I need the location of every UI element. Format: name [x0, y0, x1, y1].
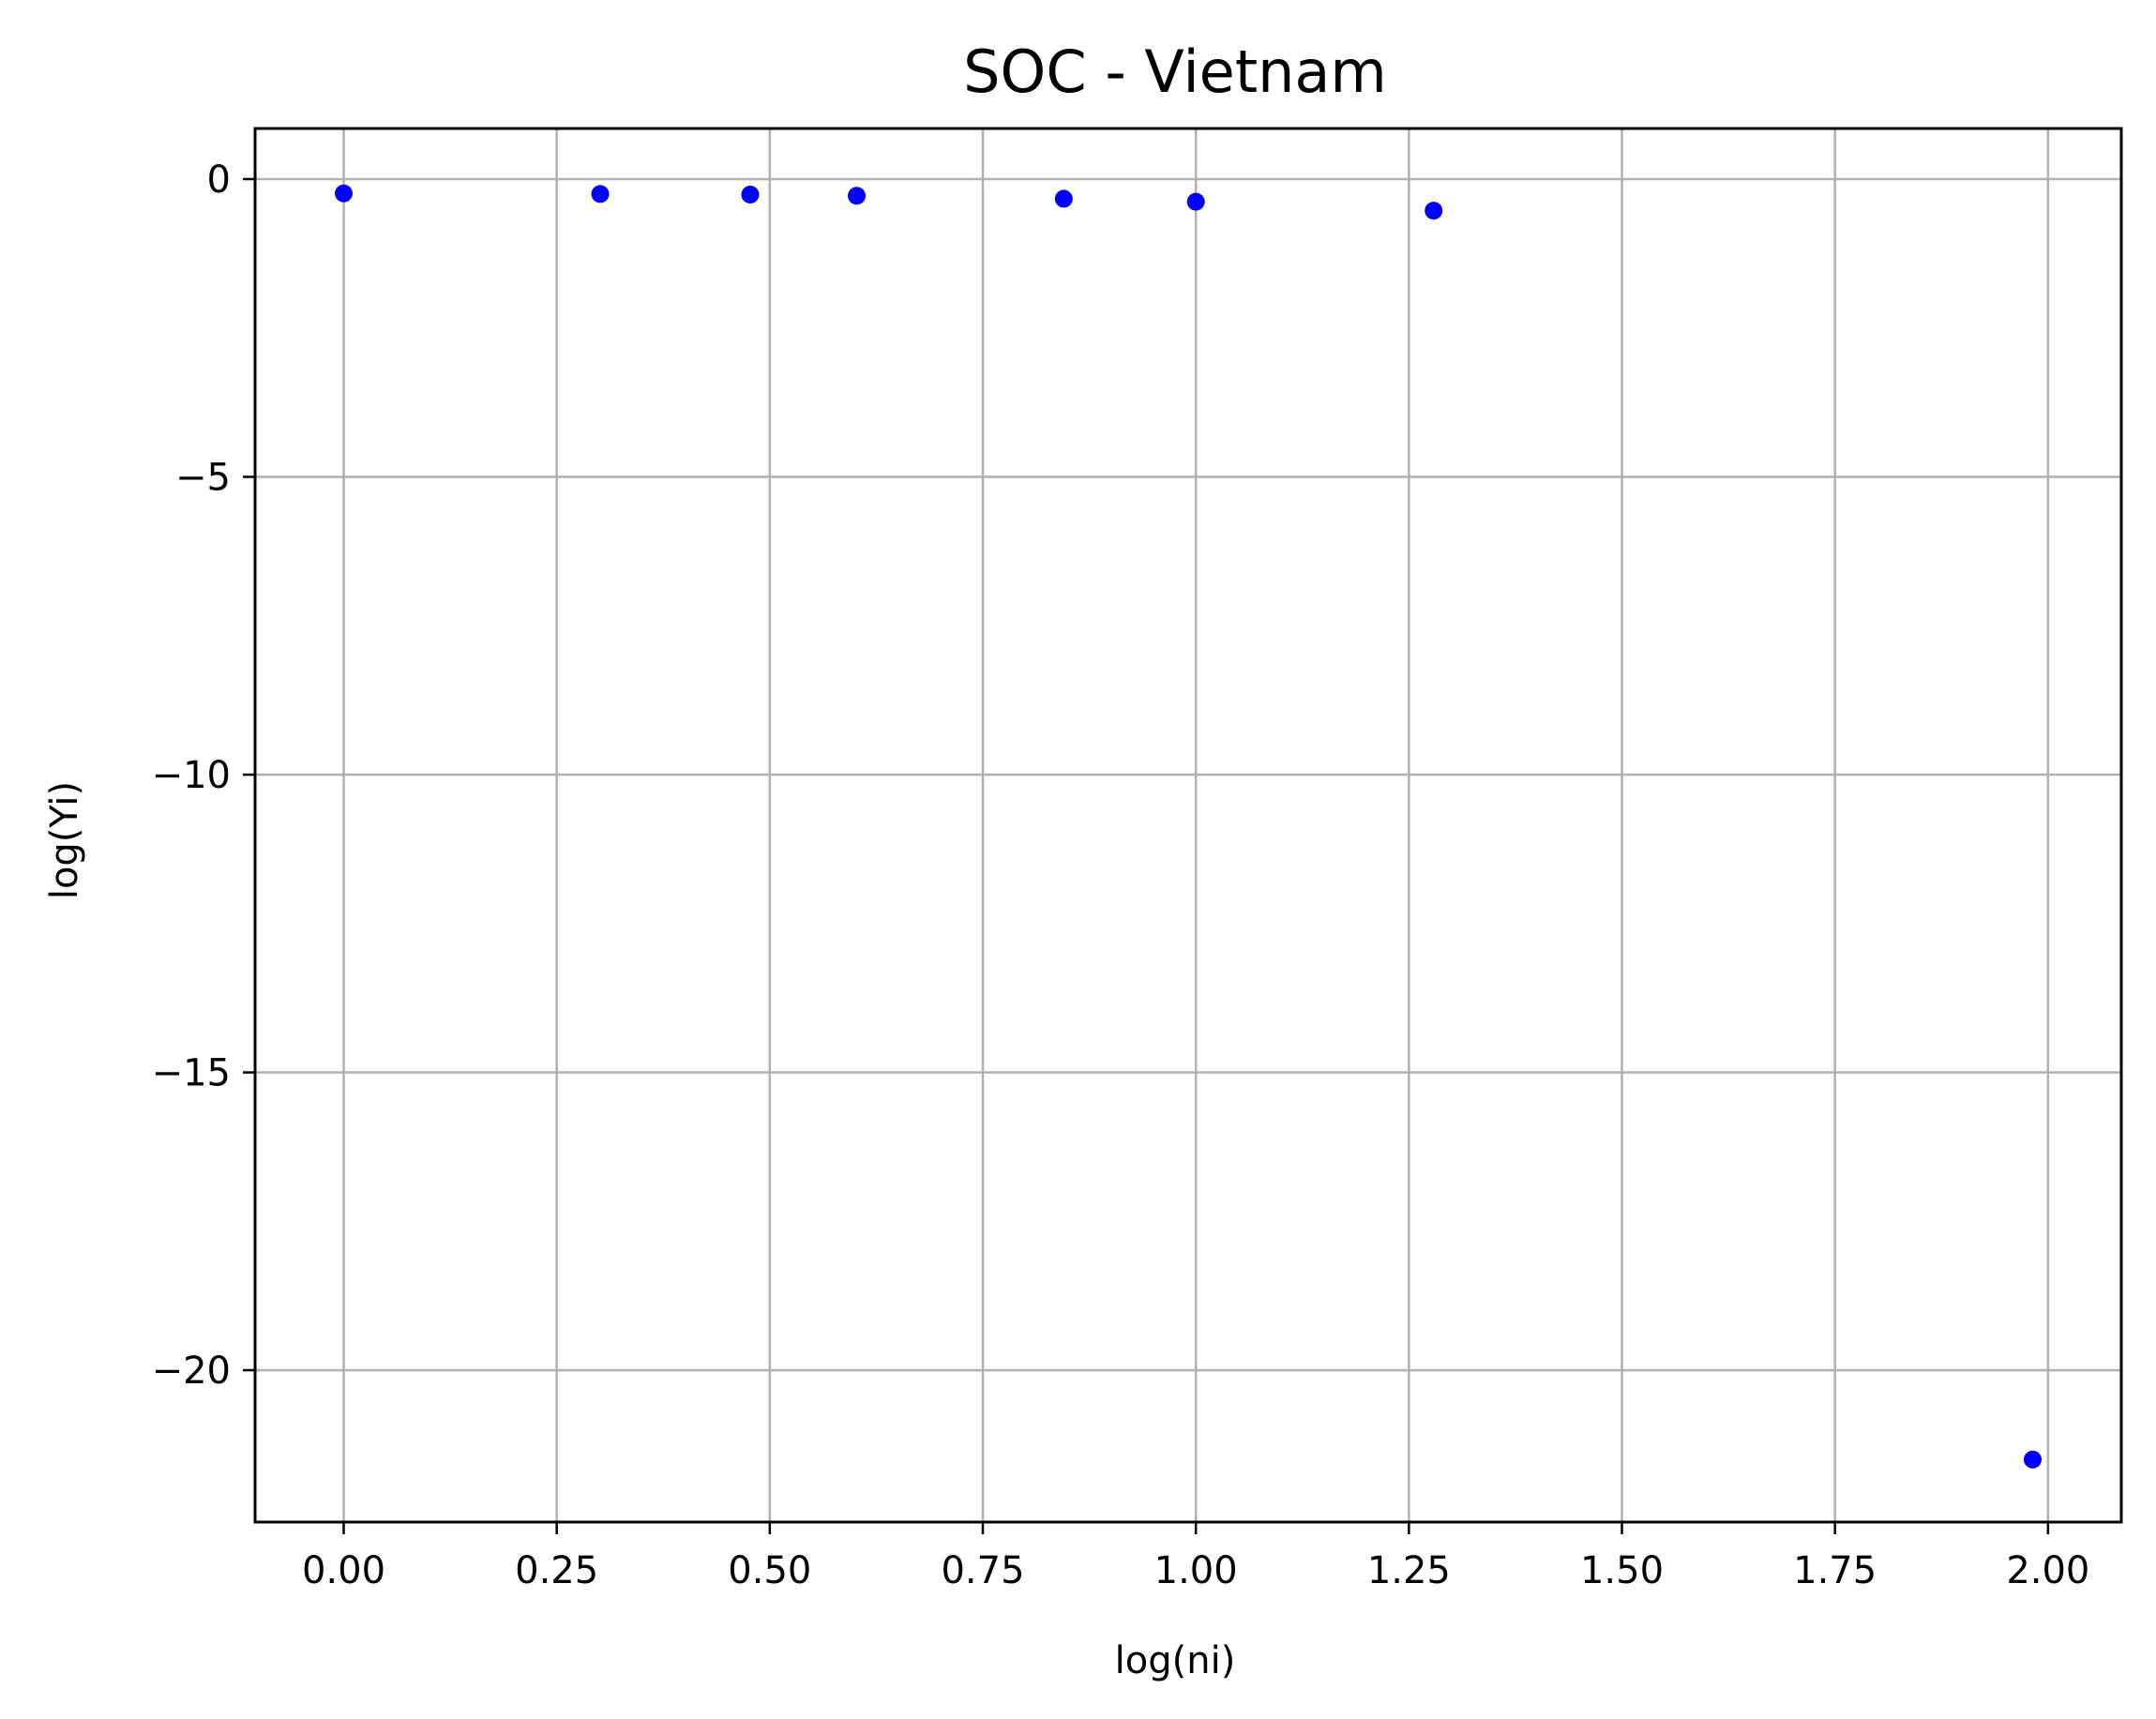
y-tick-label: −20	[152, 1350, 231, 1393]
data-point	[2023, 1450, 2042, 1469]
y-tick-label: −15	[152, 1052, 231, 1095]
x-tick-label: 1.00	[1154, 1549, 1238, 1592]
x-tick-label: 0.25	[515, 1549, 598, 1592]
x-tick-label: 0.50	[728, 1549, 811, 1592]
ticks: 0.00 0.25 0.50 0.75 1.00 1.25 1.50 1.75 2.00 0 −5 −…	[152, 158, 2090, 1592]
x-tick-label: 0.00	[302, 1549, 385, 1592]
data-point	[848, 187, 867, 205]
x-tick-label: 1.25	[1367, 1549, 1451, 1592]
data-point	[1425, 202, 1443, 220]
x-axis-label: log(ni)	[1115, 1639, 1236, 1682]
data-point	[591, 185, 610, 204]
chart-title: SOC - Vietnam	[963, 38, 1387, 106]
data-point	[335, 184, 354, 203]
y-tick-label: 0	[207, 158, 231, 202]
grid	[255, 128, 2121, 1522]
x-tick-label: 0.75	[941, 1549, 1024, 1592]
y-tick-label: −5	[175, 457, 231, 500]
y-tick-label: −10	[152, 754, 231, 797]
x-tick-label: 1.50	[1580, 1549, 1664, 1592]
x-tick-label: 2.00	[2006, 1549, 2089, 1592]
data-point	[1054, 189, 1073, 208]
data-points	[335, 184, 2042, 1469]
data-point	[1186, 192, 1205, 211]
data-point	[741, 185, 760, 204]
y-axis-label: log(Yi)	[43, 781, 86, 899]
plot-frame	[253, 127, 2123, 1524]
x-tick-label: 1.75	[1793, 1549, 1877, 1592]
